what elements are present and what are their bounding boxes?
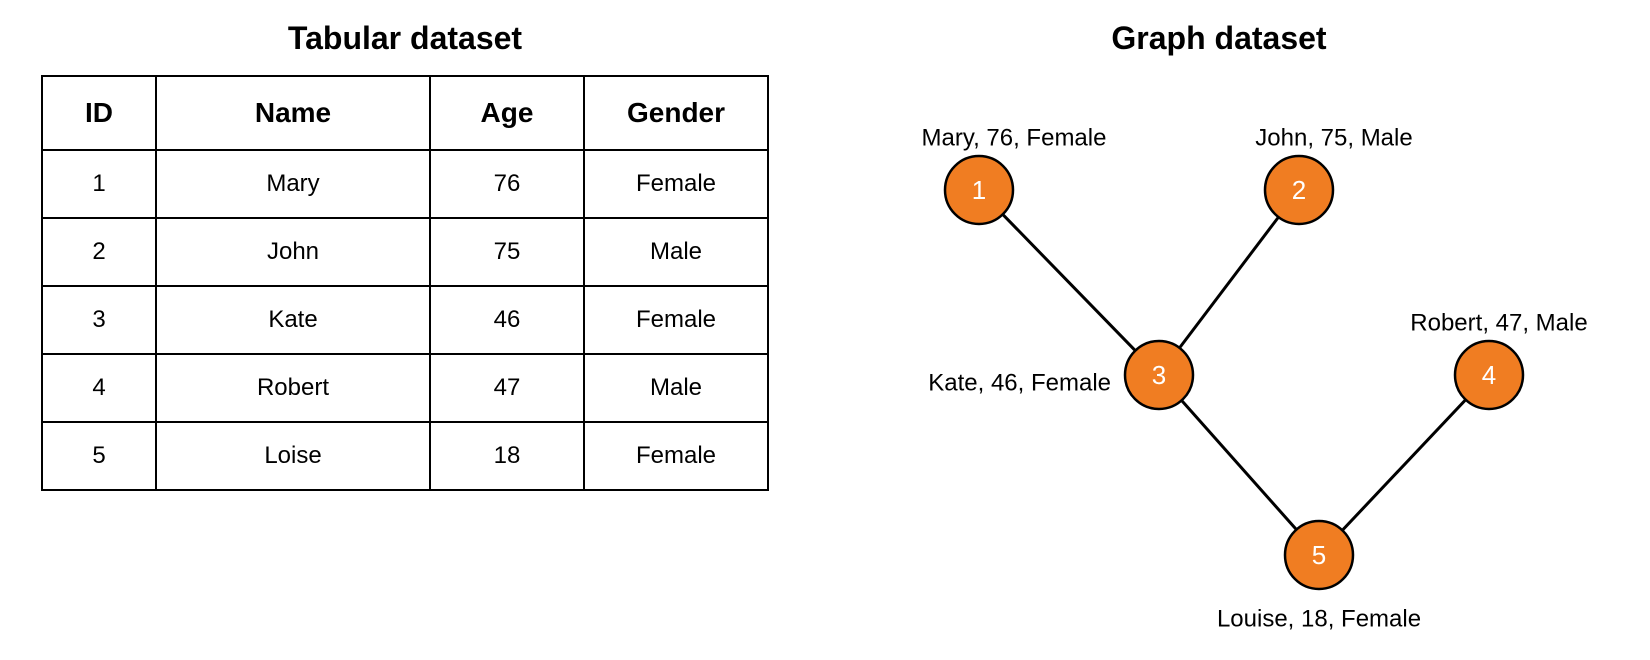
table-row: 2John75Male: [42, 218, 768, 286]
table-row: 4Robert47Male: [42, 354, 768, 422]
graph-edge: [1159, 375, 1319, 555]
table-cell: 75: [430, 218, 584, 286]
graph-node-caption: John, 75, Male: [1255, 125, 1412, 152]
graph-node: 5 Louise, 18, Female: [1217, 521, 1421, 633]
col-header-age: Age: [430, 76, 584, 150]
graph-title: Graph dataset: [1111, 20, 1326, 57]
col-header-gender: Gender: [584, 76, 768, 150]
graph-node: 4 Robert, 47, Male: [1410, 310, 1587, 410]
graph-node-id-label: 1: [972, 175, 986, 205]
graph-panel: Graph dataset 1 Mary, 76, Female 2 John, 75…: [829, 20, 1609, 640]
graph-edge: [1319, 375, 1489, 555]
table-cell: 1: [42, 150, 156, 218]
table-cell: Robert: [156, 354, 430, 422]
col-header-id: ID: [42, 76, 156, 150]
table-cell: 18: [430, 422, 584, 490]
figure-container: Tabular dataset IDNameAgeGender 1Mary76F…: [20, 20, 1630, 640]
tabular-title: Tabular dataset: [288, 20, 522, 57]
graph-node-caption: Robert, 47, Male: [1410, 310, 1587, 337]
table-header-row: IDNameAgeGender: [42, 76, 768, 150]
tabular-panel: Tabular dataset IDNameAgeGender 1Mary76F…: [41, 20, 769, 491]
table-cell: Kate: [156, 286, 430, 354]
graph-edge: [979, 190, 1159, 375]
graph-node-id-label: 2: [1292, 175, 1306, 205]
table-cell: 2: [42, 218, 156, 286]
graph-node-caption: Louise, 18, Female: [1217, 606, 1421, 633]
table-row: 1Mary76Female: [42, 150, 768, 218]
graph-node: 3 Kate, 46, Female: [928, 341, 1193, 409]
table-cell: Loise: [156, 422, 430, 490]
table-cell: 46: [430, 286, 584, 354]
table-cell: Female: [584, 150, 768, 218]
table-cell: 47: [430, 354, 584, 422]
table-cell: John: [156, 218, 430, 286]
graph-node: 2 John, 75, Male: [1255, 125, 1412, 225]
table-row: 5Loise18Female: [42, 422, 768, 490]
table-cell: 3: [42, 286, 156, 354]
table-cell: Female: [584, 286, 768, 354]
table-cell: Male: [584, 354, 768, 422]
graph-node: 1 Mary, 76, Female: [922, 125, 1107, 225]
table-row: 3Kate46Female: [42, 286, 768, 354]
table-cell: 76: [430, 150, 584, 218]
table-cell: 4: [42, 354, 156, 422]
graph-wrap: 1 Mary, 76, Female 2 John, 75, Male 3 Kate, 4…: [829, 75, 1609, 640]
graph-node-id-label: 4: [1482, 360, 1496, 390]
table-cell: 5: [42, 422, 156, 490]
table-cell: Female: [584, 422, 768, 490]
graph-node-caption: Mary, 76, Female: [922, 125, 1107, 152]
table-body: 1Mary76Female2John75Male3Kate46Female4Ro…: [42, 150, 768, 490]
graph-node-caption: Kate, 46, Female: [928, 370, 1111, 397]
graph-node-id-label: 3: [1152, 360, 1166, 390]
tabular-dataset-table: IDNameAgeGender 1Mary76Female2John75Male…: [41, 75, 769, 491]
col-header-name: Name: [156, 76, 430, 150]
graph-svg: 1 Mary, 76, Female 2 John, 75, Male 3 Kate, 4…: [829, 75, 1609, 635]
table-head: IDNameAgeGender: [42, 76, 768, 150]
table-cell: Mary: [156, 150, 430, 218]
table-cell: Male: [584, 218, 768, 286]
graph-node-id-label: 5: [1312, 540, 1326, 570]
